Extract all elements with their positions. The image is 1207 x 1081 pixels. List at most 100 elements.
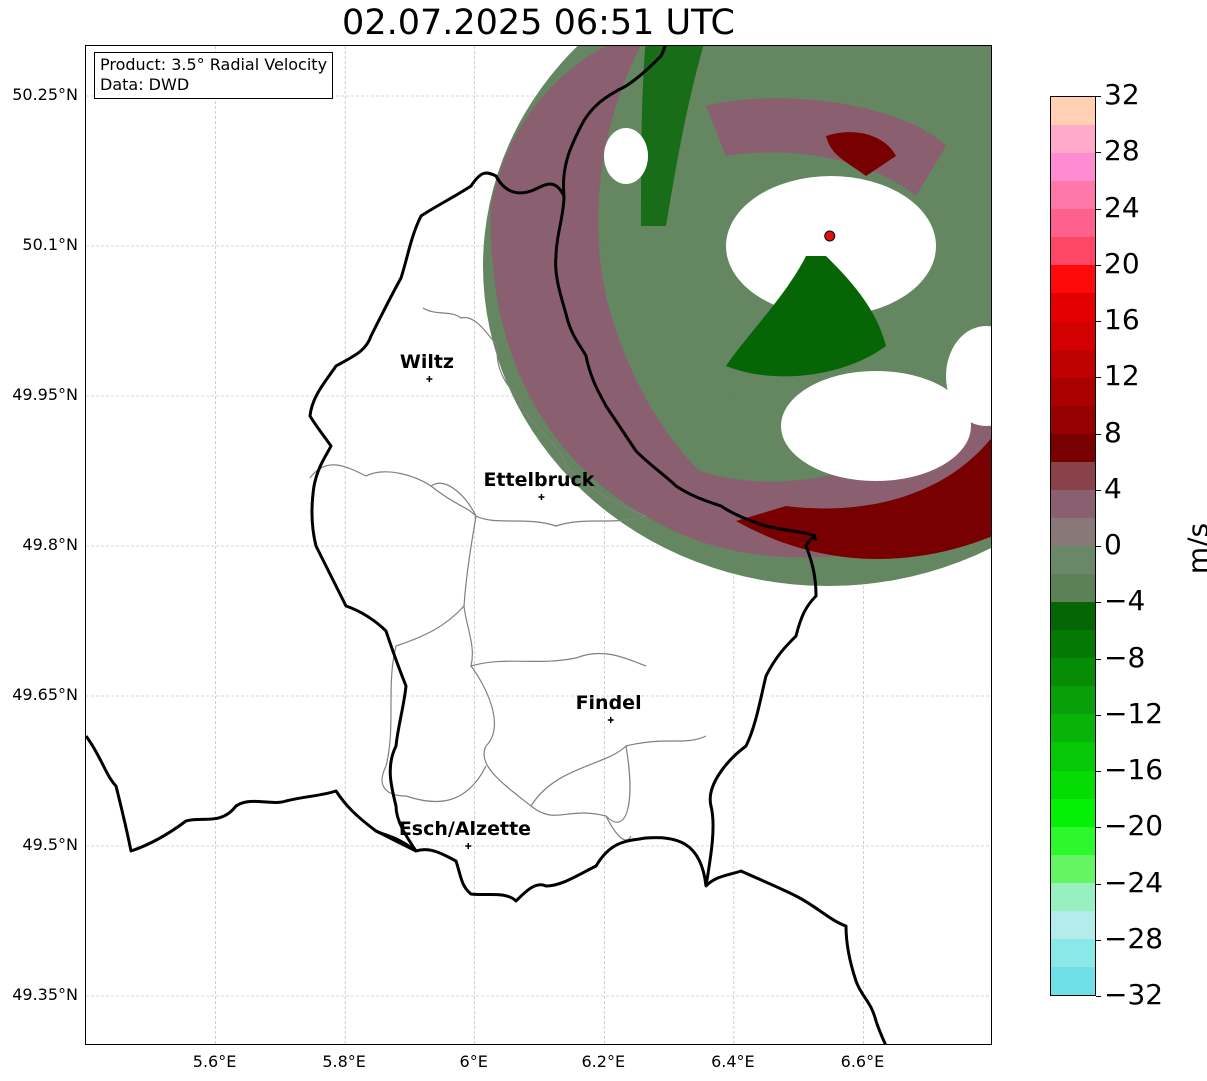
colorbar-segment bbox=[1051, 237, 1095, 266]
colorbar-segment bbox=[1051, 910, 1095, 939]
radar-map bbox=[85, 45, 992, 1045]
colorbar-segment bbox=[1051, 265, 1095, 294]
colorbar-tick-mark bbox=[1096, 321, 1101, 322]
colorbar-segment bbox=[1051, 854, 1095, 883]
colorbar-tick-label: 8 bbox=[1104, 415, 1122, 449]
colorbar-segment bbox=[1051, 125, 1095, 154]
colorbar-segment bbox=[1051, 798, 1095, 827]
lat-tick-label: 49.8°N bbox=[22, 535, 78, 554]
echo-clear-south bbox=[781, 371, 971, 481]
colorbar-tick-label: −16 bbox=[1104, 753, 1164, 786]
colorbar-tick-label: 12 bbox=[1104, 359, 1140, 393]
city-label: Esch/Alzette bbox=[398, 818, 532, 840]
colorbar-segment bbox=[1051, 546, 1095, 575]
echo-inbound-north bbox=[641, 46, 704, 226]
colorbar-segment bbox=[1051, 966, 1095, 995]
colorbar-segment bbox=[1051, 630, 1095, 659]
colorbar-tick-mark bbox=[1096, 546, 1101, 547]
colorbar-tick-label: −4 bbox=[1104, 584, 1146, 618]
lon-tick-label: 6.6°E bbox=[840, 1052, 885, 1071]
colorbar-tick-mark bbox=[1096, 996, 1101, 997]
colorbar-tick-mark bbox=[1096, 658, 1101, 660]
city-marker bbox=[426, 376, 433, 382]
echo-outbound-north bbox=[706, 98, 946, 196]
colorbar-segment bbox=[1051, 517, 1095, 546]
city-label: Wiltz bbox=[399, 351, 454, 373]
lat-tick-label: 49.35°N bbox=[12, 985, 78, 1004]
city-marker bbox=[465, 843, 472, 849]
radar-echoes bbox=[483, 46, 991, 586]
echo-gap-1 bbox=[604, 128, 648, 184]
echo-outbound-strong-se bbox=[736, 438, 991, 559]
colorbar-tick-label: −12 bbox=[1104, 696, 1164, 730]
product-label: Product: 3.5° Radial Velocity bbox=[100, 55, 328, 74]
colorbar-tick-mark bbox=[1096, 939, 1101, 941]
echo-inbound-strong bbox=[726, 256, 886, 377]
colorbar-tick-label: −8 bbox=[1104, 640, 1146, 674]
colorbar-segment bbox=[1051, 658, 1095, 687]
echo-gap-2 bbox=[946, 326, 991, 426]
colorbar-tick-mark bbox=[1096, 264, 1101, 266]
canton-borders bbox=[309, 307, 707, 841]
colorbar-segment bbox=[1051, 321, 1095, 350]
colorbar-tick-label: 4 bbox=[1104, 471, 1122, 505]
velocity-colorbar bbox=[1050, 96, 1096, 996]
city-marker bbox=[607, 717, 614, 723]
colorbar-tick-mark bbox=[1096, 208, 1101, 210]
echo-outbound-west bbox=[490, 46, 726, 516]
lon-tick-label: 6.2°E bbox=[581, 1052, 626, 1071]
echo-strong-north bbox=[826, 132, 896, 176]
colorbar-tick-mark bbox=[1096, 152, 1101, 154]
colorbar-tick-label: −32 bbox=[1104, 978, 1164, 1011]
lon-tick-label: 5.6°E bbox=[192, 1052, 237, 1071]
city-label: Findel bbox=[575, 692, 642, 714]
colorbar-segment bbox=[1051, 602, 1095, 631]
colorbar-tick-label: 24 bbox=[1104, 190, 1140, 224]
colorbar-tick-label: −24 bbox=[1104, 865, 1164, 899]
lon-tick-label: 6.4°E bbox=[711, 1052, 755, 1071]
city-markers bbox=[426, 376, 614, 849]
echo-clear-center bbox=[726, 176, 936, 316]
colorbar-segment bbox=[1051, 714, 1095, 743]
colorbar-segment bbox=[1051, 882, 1095, 911]
radar-site-marker bbox=[824, 230, 836, 242]
colorbar-segment bbox=[1051, 938, 1095, 967]
colorbar-tick-mark bbox=[1096, 883, 1101, 885]
colorbar-tick-label: 28 bbox=[1104, 134, 1140, 168]
colorbar-tick-mark bbox=[1096, 96, 1101, 97]
colorbar-segment bbox=[1051, 770, 1095, 799]
colorbar-segment bbox=[1051, 209, 1095, 238]
lat-tick-label: 49.95°N bbox=[12, 385, 78, 404]
colorbar-tick-label: −28 bbox=[1104, 921, 1164, 955]
colorbar-tick-label: 0 bbox=[1104, 528, 1122, 561]
colorbar-tick-mark bbox=[1096, 433, 1101, 435]
map-canvas bbox=[86, 46, 991, 1044]
colorbar-tick-label: 16 bbox=[1104, 303, 1140, 336]
colorbar-tick-mark bbox=[1096, 714, 1101, 716]
lat-tick-label: 50.25°N bbox=[12, 85, 78, 104]
colorbar-tick-mark bbox=[1096, 602, 1101, 604]
colorbar-segment bbox=[1051, 97, 1095, 126]
colorbar-segment bbox=[1051, 377, 1095, 406]
colorbar-segment bbox=[1051, 686, 1095, 715]
city-marker bbox=[538, 494, 545, 500]
colorbar-tick-mark bbox=[1096, 827, 1101, 829]
colorbar-tick-label: 32 bbox=[1104, 78, 1140, 111]
colorbar-segment bbox=[1051, 461, 1095, 490]
lat-tick-label: 50.1°N bbox=[22, 235, 78, 254]
colorbar-segment bbox=[1051, 826, 1095, 855]
colorbar-tick-mark bbox=[1096, 489, 1101, 491]
colorbar-segment bbox=[1051, 574, 1095, 603]
product-info-box: Product: 3.5° Radial Velocity Data: DWD bbox=[94, 52, 334, 99]
lon-tick-label: 5.8°E bbox=[322, 1052, 366, 1071]
colorbar-segment bbox=[1051, 293, 1095, 322]
data-source-label: Data: DWD bbox=[100, 75, 190, 94]
lat-tick-label: 49.65°N bbox=[12, 685, 78, 704]
colorbar-segment bbox=[1051, 742, 1095, 771]
colorbar-segment bbox=[1051, 181, 1095, 210]
colorbar-segment bbox=[1051, 489, 1095, 518]
colorbar-tick-label: 20 bbox=[1104, 246, 1140, 280]
lon-tick-label: 6°E bbox=[459, 1052, 488, 1071]
colorbar-unit-label: m/s bbox=[1181, 522, 1207, 575]
colorbar-segment bbox=[1051, 349, 1095, 378]
